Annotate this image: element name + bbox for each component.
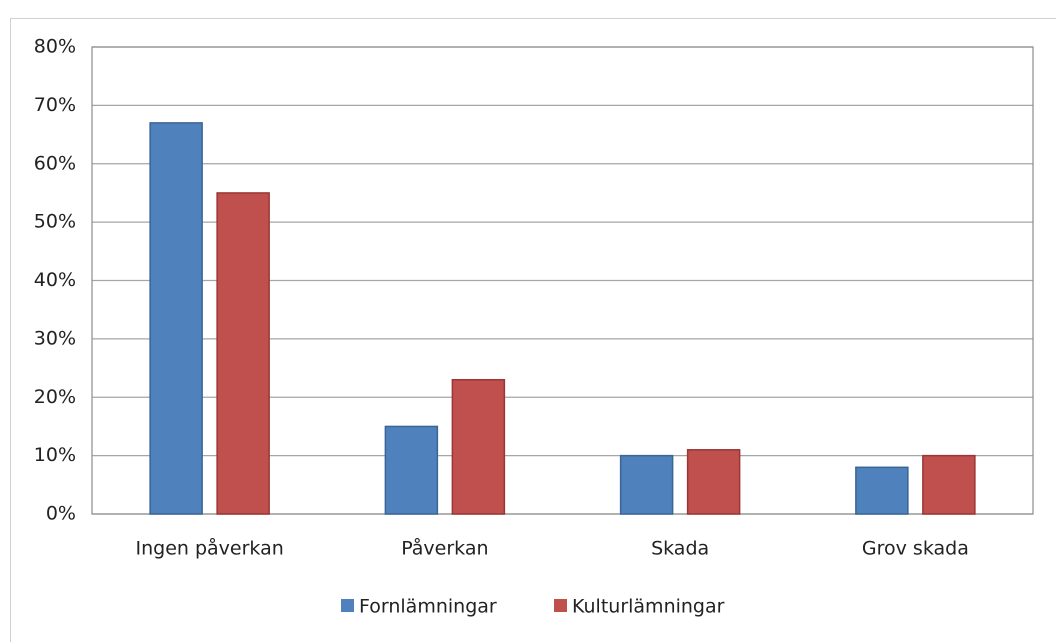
legend-label: Kulturlämningar — [572, 596, 725, 618]
y-tick-label: 0% — [46, 503, 76, 525]
bar — [855, 466, 909, 515]
x-tick-label: Grov skada — [862, 538, 969, 560]
legend-swatch — [341, 599, 354, 612]
y-tick-label: 50% — [34, 211, 76, 233]
bar — [216, 192, 270, 515]
legend-swatch — [554, 599, 567, 612]
y-tick-label: 60% — [34, 152, 76, 174]
x-tick-label: Skada — [651, 538, 709, 560]
bar — [451, 378, 506, 515]
y-tick-label: 20% — [34, 386, 76, 408]
plot-border — [91, 46, 1034, 515]
y-tick-label: 10% — [34, 444, 76, 466]
bar — [686, 449, 741, 515]
legend-label: Fornlämningar — [359, 596, 497, 618]
y-tick-label: 40% — [34, 269, 76, 291]
y-tick-label: 30% — [34, 327, 76, 349]
x-tick-label: Påverkan — [401, 537, 488, 560]
bar — [619, 454, 674, 515]
bar — [922, 454, 976, 515]
y-tick-label: 70% — [34, 94, 76, 116]
x-tick-label: Ingen påverkan — [135, 537, 283, 560]
bar — [149, 122, 203, 515]
y-tick-label: 80% — [34, 36, 76, 58]
bar — [384, 425, 439, 515]
